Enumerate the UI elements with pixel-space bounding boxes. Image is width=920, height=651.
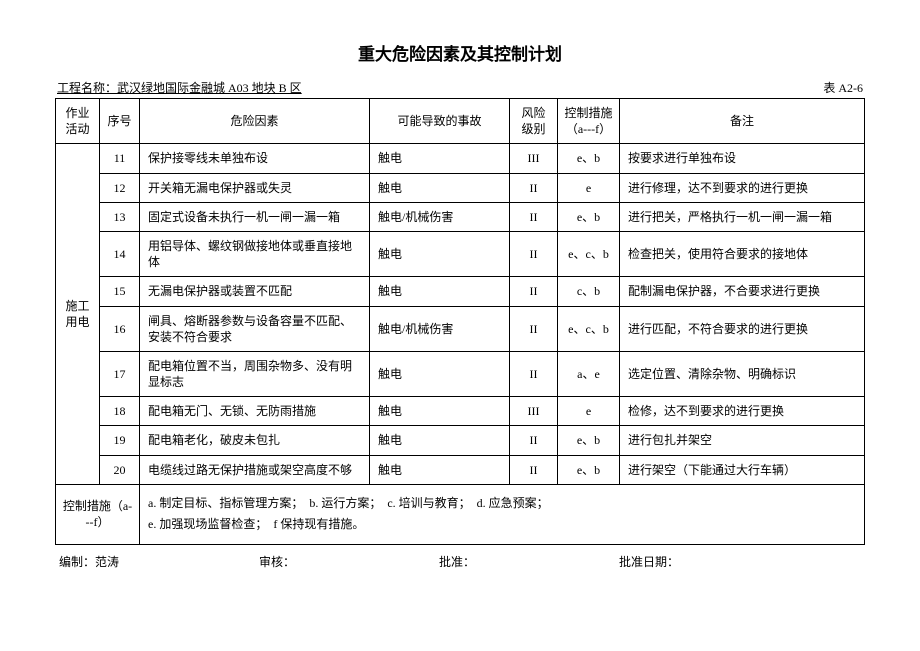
cell-seq: 11 [100,144,140,173]
cell-remark: 检查把关，使用符合要求的接地体 [620,231,865,276]
cell-seq: 20 [100,455,140,484]
cell-measure: e、b [558,144,620,173]
cell-accident: 触电 [370,231,510,276]
document-page: 重大危险因素及其控制计划 工程名称：武汉绿地国际金融城 A03 地块 B 区 表… [0,0,920,651]
header-seq: 序号 [100,99,140,144]
cell-measure: e [558,397,620,426]
cell-level: II [510,306,558,351]
cell-remark: 进行架空（下能通过大行车辆） [620,455,865,484]
cell-remark: 进行把关，严格执行一机一闸一漏一箱 [620,202,865,231]
cell-factor: 配电箱无门、无锁、无防雨措施 [140,397,370,426]
cell-level: II [510,455,558,484]
header-factor: 危险因素 [140,99,370,144]
legend-label: 控制措施（a---f） [56,484,140,544]
activity-cell: 施工用电 [56,144,100,484]
cell-measure: e、b [558,426,620,455]
cell-seq: 18 [100,397,140,426]
cell-factor: 闸具、熔断器参数与设备容量不匹配、安装不符合要求 [140,306,370,351]
cell-remark: 进行修理，达不到要求的进行更换 [620,173,865,202]
cell-seq: 19 [100,426,140,455]
cell-remark: 进行包扎并架空 [620,426,865,455]
legend-text: a. 制定目标、指标管理方案； b. 运行方案； c. 培训与教育； d. 应急… [140,484,865,544]
header-measure: 控制措施（a---f） [558,99,620,144]
cell-accident: 触电/机械伤害 [370,202,510,231]
page-title: 重大危险因素及其控制计划 [55,40,865,65]
cell-factor: 固定式设备未执行一机一闸一漏一箱 [140,202,370,231]
table-row: 施工用电11保护接零线未单独布设触电IIIe、b按要求进行单独布设 [56,144,865,173]
cell-measure: e [558,173,620,202]
cell-seq: 13 [100,202,140,231]
sign-compile: 编制：范涛 [59,553,259,570]
cell-seq: 12 [100,173,140,202]
header-remark: 备注 [620,99,865,144]
legend-line2: e. 加强现场监督检查； f 保持现有措施。 [148,514,856,536]
cell-measure: e、b [558,455,620,484]
header-activity: 作业活动 [56,99,100,144]
cell-seq: 15 [100,277,140,306]
cell-level: II [510,426,558,455]
cell-level: II [510,173,558,202]
cell-level: III [510,144,558,173]
cell-measure: e、b [558,202,620,231]
cell-remark: 进行匹配，不符合要求的进行更换 [620,306,865,351]
cell-measure: c、b [558,277,620,306]
table-row: 14用铝导体、螺纹钢做接地体或垂直接地体触电IIe、c、b检查把关，使用符合要求… [56,231,865,276]
cell-remark: 按要求进行单独布设 [620,144,865,173]
table-row: 12开关箱无漏电保护器或失灵触电IIe进行修理，达不到要求的进行更换 [56,173,865,202]
cell-level: II [510,277,558,306]
cell-accident: 触电 [370,173,510,202]
cell-accident: 触电 [370,144,510,173]
cell-measure: e、c、b [558,231,620,276]
cell-accident: 触电 [370,455,510,484]
header-accident: 可能导致的事故 [370,99,510,144]
cell-remark: 检修，达不到要求的进行更换 [620,397,865,426]
cell-measure: a、e [558,351,620,396]
cell-seq: 14 [100,231,140,276]
sign-date: 批准日期： [619,553,679,570]
table-row: 19配电箱老化，破皮未包扎触电IIe、b进行包扎并架空 [56,426,865,455]
table-row: 13固定式设备未执行一机一闸一漏一箱触电/机械伤害IIe、b进行把关，严格执行一… [56,202,865,231]
cell-seq: 16 [100,306,140,351]
table-header-row: 作业活动 序号 危险因素 可能导致的事故 风险级别 控制措施（a---f） 备注 [56,99,865,144]
table-row: 16闸具、熔断器参数与设备容量不匹配、安装不符合要求触电/机械伤害IIe、c、b… [56,306,865,351]
cell-accident: 触电 [370,426,510,455]
table-row: 17配电箱位置不当，周围杂物多、没有明显标志触电IIa、e选定位置、清除杂物、明… [56,351,865,396]
cell-factor: 用铝导体、螺纹钢做接地体或垂直接地体 [140,231,370,276]
cell-level: II [510,231,558,276]
cell-measure: e、c、b [558,306,620,351]
cell-factor: 无漏电保护器或装置不匹配 [140,277,370,306]
cell-remark: 配制漏电保护器，不合要求进行更换 [620,277,865,306]
table-number: 表 A2-6 [823,79,863,96]
legend-row: 控制措施（a---f） a. 制定目标、指标管理方案； b. 运行方案； c. … [56,484,865,544]
risk-table: 作业活动 序号 危险因素 可能导致的事故 风险级别 控制措施（a---f） 备注… [55,98,865,545]
cell-factor: 开关箱无漏电保护器或失灵 [140,173,370,202]
meta-row: 工程名称：武汉绿地国际金融城 A03 地块 B 区 表 A2-6 [55,79,865,96]
project-name: 工程名称：武汉绿地国际金融城 A03 地块 B 区 [57,79,302,96]
cell-factor: 配电箱老化，破皮未包扎 [140,426,370,455]
cell-seq: 17 [100,351,140,396]
table-row: 20电缆线过路无保护措施或架空高度不够触电IIe、b进行架空（下能通过大行车辆） [56,455,865,484]
signature-row: 编制：范涛 审核： 批准： 批准日期： [55,553,865,570]
cell-accident: 触电/机械伤害 [370,306,510,351]
sign-approve: 批准： [439,553,619,570]
cell-accident: 触电 [370,351,510,396]
cell-accident: 触电 [370,277,510,306]
cell-factor: 电缆线过路无保护措施或架空高度不够 [140,455,370,484]
header-level: 风险级别 [510,99,558,144]
cell-factor: 保护接零线未单独布设 [140,144,370,173]
cell-remark: 选定位置、清除杂物、明确标识 [620,351,865,396]
cell-level: III [510,397,558,426]
table-row: 18配电箱无门、无锁、无防雨措施触电IIIe检修，达不到要求的进行更换 [56,397,865,426]
cell-level: II [510,202,558,231]
sign-review: 审核： [259,553,439,570]
cell-level: II [510,351,558,396]
table-row: 15无漏电保护器或装置不匹配触电IIc、b配制漏电保护器，不合要求进行更换 [56,277,865,306]
cell-factor: 配电箱位置不当，周围杂物多、没有明显标志 [140,351,370,396]
legend-line1: a. 制定目标、指标管理方案； b. 运行方案； c. 培训与教育； d. 应急… [148,493,856,515]
cell-accident: 触电 [370,397,510,426]
